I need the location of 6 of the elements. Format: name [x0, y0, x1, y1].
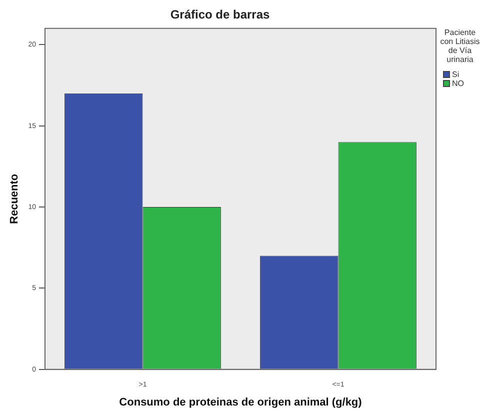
- legend-label: Si: [452, 70, 460, 79]
- y-axis-title: Recuento: [8, 174, 21, 224]
- x-axis-title: Consumo de proteinas de origen animal (g/kg): [119, 396, 362, 408]
- legend-title: Paciente con Litiasis de Vía urinaria: [439, 28, 481, 64]
- legend-label: NO: [452, 79, 464, 88]
- chart-title: Gráfico de barras: [170, 8, 270, 22]
